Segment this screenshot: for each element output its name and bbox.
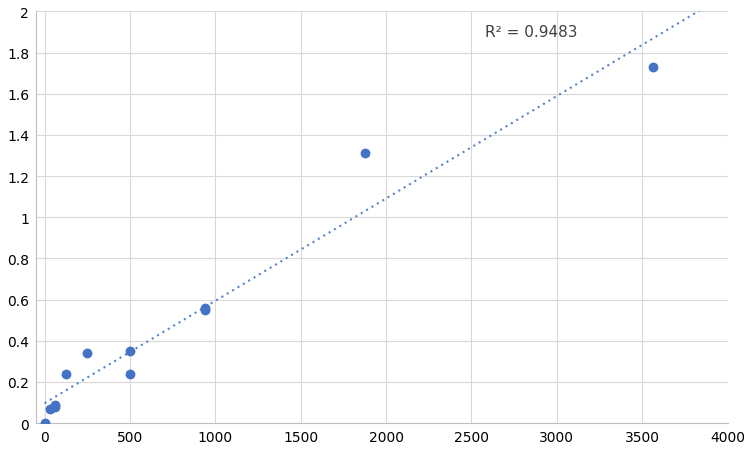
Point <box>359 151 371 158</box>
Point <box>49 401 61 408</box>
Point <box>38 419 50 427</box>
Point <box>199 307 211 314</box>
Point <box>81 350 93 357</box>
Text: R² = 0.9483: R² = 0.9483 <box>485 25 578 40</box>
Point <box>647 64 659 71</box>
Point <box>199 304 211 312</box>
Point <box>124 370 136 377</box>
Point <box>124 348 136 355</box>
Point <box>44 405 56 412</box>
Point <box>60 370 72 377</box>
Point <box>49 403 61 410</box>
